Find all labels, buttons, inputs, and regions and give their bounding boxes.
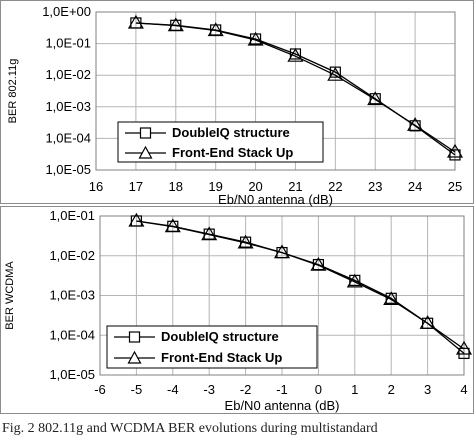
series-front-end [128, 212, 473, 355]
data-point-triangle [287, 48, 304, 62]
x-tick-label: 17 [129, 179, 143, 194]
plot-area [99, 215, 465, 376]
x-tick-label: 23 [368, 179, 382, 194]
x-tick-label: 0 [315, 382, 322, 397]
x-axis-title: Eb/N0 antenna (dB) [218, 192, 333, 207]
x-tick-label: 18 [169, 179, 183, 194]
data-point-triangle [367, 91, 384, 106]
data-point-triangle [127, 14, 144, 29]
data-point-triangle [164, 218, 181, 233]
x-tick-label: 4 [460, 382, 467, 397]
x-tick-label: 25 [448, 179, 462, 194]
legend-label: DoubleIQ structure [161, 329, 279, 344]
data-point-triangle [247, 31, 264, 46]
series-line [136, 220, 465, 350]
data-point-triangle [407, 117, 424, 131]
y-tick-label: 1,0E-05 [45, 162, 91, 177]
chart-wcdma: -6 -5 -4 -3 -2 -1 0 1 2 3 4 1,0E-01 1,0E-02 1,0E-03 1,… [4, 208, 473, 413]
figure-caption: Fig. 2 802.11g and WCDMA BER evolutions … [2, 421, 378, 436]
series-front-end [127, 14, 464, 158]
legend: DoubleIQ structure Front-End Stack Up [117, 121, 324, 163]
legend-label: DoubleIQ structure [172, 125, 290, 140]
data-point-triangle [419, 315, 436, 329]
legend-marker-triangle [127, 350, 142, 364]
y-tick-label: 1,0E-01 [49, 208, 95, 223]
legend: DoubleIQ structure Front-End Stack Up [106, 325, 318, 369]
x-tick-label: 2 [388, 382, 395, 397]
x-tick-label: -5 [131, 382, 143, 397]
y-tick-label: 1,0E-04 [45, 130, 91, 145]
x-tick-label: -6 [94, 382, 106, 397]
data-point-triangle [237, 234, 254, 249]
data-point-square [449, 149, 461, 161]
legend-marker-square [128, 331, 141, 343]
y-tick-label: 1,0E-01 [45, 36, 91, 51]
x-tick-label: 3 [424, 382, 431, 397]
legend-marker-square [139, 127, 152, 139]
chart-80211g: 16 17 18 19 20 21 22 23 24 25 1,0E+00 1,0E-01 1,0E-0… [7, 4, 464, 207]
legend-box [117, 121, 324, 163]
legend-marker-triangle [138, 145, 153, 159]
y-tick-label: 1,0E-02 [49, 248, 95, 263]
data-point-triangle [455, 340, 473, 355]
y-tick-label: 1,0E-05 [49, 367, 95, 382]
y-tick-label: 1,0E-02 [45, 67, 91, 82]
y-tick-label: 1,0E-04 [49, 327, 95, 342]
data-point-triangle [207, 22, 224, 37]
x-tick-label: -3 [203, 382, 215, 397]
plot-area [95, 11, 456, 171]
legend-label: Front-End Stack Up [172, 145, 293, 160]
data-point-triangle [346, 273, 363, 288]
data-point-triangle [310, 257, 327, 271]
x-axis-title: Eb/N0 antenna (dB) [225, 398, 340, 413]
x-tick-label: 19 [208, 179, 222, 194]
data-point-square [369, 93, 381, 105]
x-tick-label: 16 [89, 179, 103, 194]
y-axis-title: BER WCDMA [4, 261, 16, 330]
x-tick-label: -1 [276, 382, 288, 397]
y-tick-label: 1,0E-03 [45, 99, 91, 114]
data-point-triangle [383, 291, 400, 305]
y-tick-label: 1,0E+00 [42, 4, 91, 19]
x-tick-label: 1 [351, 382, 358, 397]
data-point-triangle [128, 212, 145, 227]
data-point-triangle [446, 143, 464, 158]
y-axis-title: BER 802.11g [7, 59, 19, 124]
data-point-triangle [273, 244, 291, 259]
y-tick-label: 1,0E-03 [49, 288, 95, 303]
data-point-square [312, 258, 324, 271]
data-point-triangle [327, 67, 344, 81]
data-point-triangle [167, 17, 184, 32]
x-tick-label: -4 [167, 382, 179, 397]
x-tick-label: 20 [248, 179, 262, 194]
x-tick-label: 24 [408, 179, 422, 194]
x-tick-label: 21 [288, 179, 302, 194]
series-line [135, 22, 456, 153]
x-tick-label: -2 [240, 382, 252, 397]
data-point-triangle [201, 226, 218, 241]
legend-box [106, 325, 318, 369]
legend-label: Front-End Stack Up [161, 350, 282, 365]
x-tick-label: 22 [328, 179, 342, 194]
